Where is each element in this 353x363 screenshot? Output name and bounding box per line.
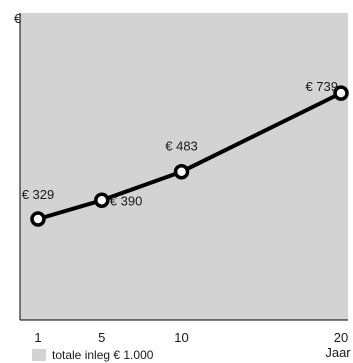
series-line: [37, 91, 342, 221]
data-point: [333, 85, 349, 101]
data-point: [30, 211, 46, 227]
data-label: € 483: [165, 139, 198, 154]
legend-label: totale inleg € 1.000: [52, 348, 154, 362]
x-ticks: 1 5 10 20: [34, 330, 348, 345]
data-label: € 739: [305, 79, 338, 94]
data-labels: € 329 € 390 € 483 € 739: [22, 79, 338, 208]
x-tick-label: 10: [174, 330, 188, 345]
x-tick-label: 5: [98, 330, 105, 345]
axes: [19, 13, 348, 321]
data-point: [94, 192, 110, 209]
series: [30, 85, 349, 227]
x-axis-label: Jaar: [325, 345, 351, 360]
x-tick-label: 1: [34, 330, 41, 345]
data-label: € 329: [22, 187, 55, 202]
x-tick-label: 20: [334, 330, 348, 345]
y-axis-label: €: [14, 11, 22, 26]
data-point: [173, 163, 190, 180]
data-label: € 390: [110, 193, 143, 208]
legend-swatch: [32, 349, 46, 361]
